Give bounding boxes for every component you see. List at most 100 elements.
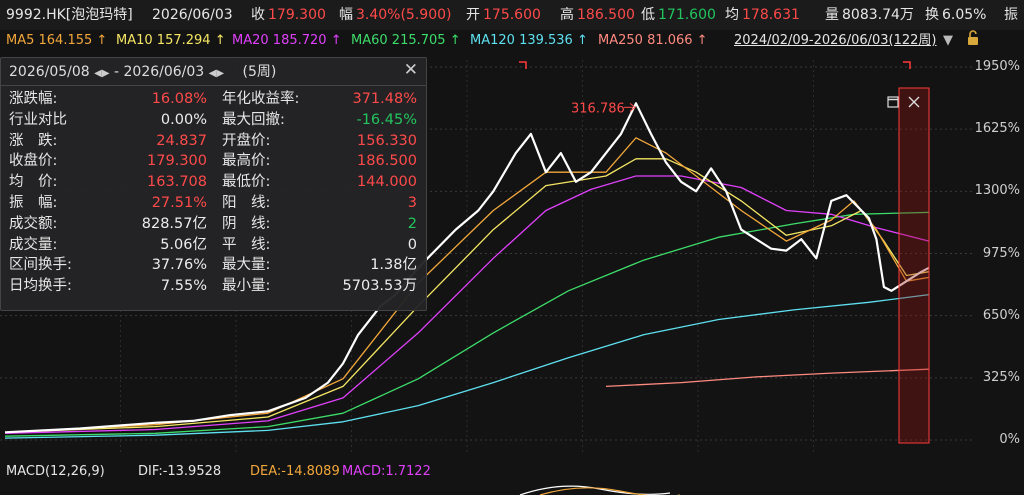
interval-range: 2026/05/08 ◀▶ - 2026/06/03 ◀▶ (5周) (9, 64, 277, 80)
ma-legend-label: MA5 (6, 33, 39, 48)
ma-legend-label: MA10 (116, 33, 157, 48)
macd-preview (519, 485, 680, 495)
stat-label: 收盘价: (9, 153, 58, 170)
y-axis: 1950% 1625% 1300% 975% 650% 325% 0% (950, 0, 1024, 458)
y-tick-label: 1300% (974, 183, 1020, 199)
stat-value: 371.48% (352, 91, 417, 107)
ma-legend-label: MA120 (470, 33, 520, 48)
ma-legend-value: 81.066 ↑ (647, 33, 708, 48)
stat-label: 最高价: (222, 153, 271, 170)
series-line-ma250 (605, 368, 930, 388)
chart-series (4, 102, 930, 439)
stat-label: 最小量: (222, 278, 271, 295)
interval-stats-panel: 2026/05/08 ◀▶ - 2026/06/03 ◀▶ (5周) ✕ 涨跌幅… (0, 57, 427, 311)
series-line-ma120 (4, 293, 930, 439)
open-label: 开 (466, 7, 480, 23)
macd-dea: DEA:-14.8089 (250, 464, 340, 479)
stat-label: 阳 线: (222, 195, 271, 211)
period-count: (5周) (242, 64, 277, 80)
stat-value: 144.000 (357, 174, 417, 191)
stat-value: 179.300 (147, 153, 207, 170)
macd-dif: DIF:-13.9528 (138, 464, 222, 479)
selection-box[interactable] (898, 87, 930, 444)
stat-label: 年化收益率: (222, 91, 300, 107)
ma10-legend: MA10 157.294 ↑ (116, 30, 226, 52)
peak-arrow-head (629, 102, 636, 112)
close-label: 收 (251, 7, 265, 23)
avg-value: 178.631 (742, 7, 800, 23)
stat-value: 1.38亿 (370, 257, 417, 274)
stat-label: 振 幅: (9, 195, 58, 211)
stat-value: 163.708 (147, 174, 207, 191)
y-tick-label: 1625% (974, 121, 1020, 137)
stat-label: 涨 跌: (9, 132, 58, 149)
stat-label: 区间换手: (9, 257, 72, 274)
ma-legend-label: MA60 (351, 33, 392, 48)
stat-value: 37.76% (151, 257, 207, 274)
macd-title[interactable]: MACD(12,26,9) (6, 464, 105, 479)
stat-value: 0 (407, 236, 417, 253)
ma-legend-label: MA250 (598, 33, 648, 48)
stat-value: -16.45% (356, 111, 417, 128)
y-tick-label: 1950% (974, 59, 1020, 74)
ma-legend-value: 164.155 ↑ (38, 33, 108, 48)
amplitude-label: 振 (1004, 7, 1018, 23)
open-value: 175.600 (483, 7, 541, 23)
series-line-ma20 (4, 175, 930, 434)
stat-value: 27.51% (151, 195, 207, 211)
stat-label: 开盘价: (222, 132, 271, 149)
macd-legend: MACD(12,26,9) DIF:-13.9528 DEA:-14.8089 … (0, 461, 1024, 483)
ma-legend-label: MA20 (232, 33, 273, 48)
volume-label: 量 (825, 7, 839, 23)
avg-label: 均 (725, 7, 739, 23)
ma-legend-value: 157.294 ↑ (156, 33, 226, 48)
stat-value: 0.00% (160, 111, 207, 128)
chart-markers: 316.786 (571, 101, 636, 116)
ma250-legend: MA250 81.066 ↑ (598, 30, 708, 52)
range-end-marker (903, 61, 911, 69)
stat-label: 日均换手: (9, 278, 72, 295)
ma5-legend: MA5 164.155 ↑ (6, 30, 107, 52)
range-end-date[interactable]: 2026/06/03 (123, 64, 205, 80)
close-value: 179.300 (268, 7, 326, 23)
ma60-legend: MA60 215.705 ↑ (351, 30, 461, 52)
lock-icon[interactable] (966, 29, 980, 55)
stat-label: 平 线: (222, 236, 271, 253)
stat-label: 最大回撤: (222, 111, 285, 128)
price-chart[interactable]: 316.786 (0, 52, 1024, 458)
quote-header: 9992.HK[泡泡玛特] 2026/06/03 收 179.300 幅 3.4… (0, 0, 1024, 30)
ma-legend: MA5 164.155 ↑ MA10 157.294 ↑ MA20 185.72… (0, 30, 1024, 52)
stat-label: 最低价: (222, 174, 271, 191)
y-tick-label: 325% (982, 369, 1020, 385)
y-tick-label: 0% (999, 432, 1020, 447)
stat-label: 成交量: (9, 236, 58, 253)
ma120-legend: MA120 139.536 ↑ (470, 30, 588, 52)
range-start-date[interactable]: 2026/05/08 (9, 64, 90, 80)
stat-value: 5.06亿 (160, 236, 207, 253)
ma-legend-value: 215.705 ↑ (391, 33, 461, 48)
low-label: 低 (641, 7, 655, 23)
stock-code[interactable]: 9992.HK[泡泡玛特] (6, 7, 133, 23)
stat-value: 186.500 (357, 153, 417, 170)
maximize-icon[interactable] (887, 96, 899, 108)
range-start-marker (519, 61, 527, 69)
step-arrows-icon[interactable]: ◀▶ (208, 68, 225, 79)
period-range[interactable]: 2024/02/09-2026/06/03(122周) (734, 33, 937, 48)
close-icon[interactable]: ✕ (403, 60, 418, 80)
ma20-legend: MA20 185.720 ↑ (232, 30, 342, 52)
stat-value: 2 (407, 215, 417, 232)
y-tick-label: 975% (982, 245, 1020, 261)
dropdown-triangle-icon[interactable]: ▼ (943, 33, 953, 48)
stat-label: 行业对比 (9, 111, 67, 128)
volume-value: 8083.74万 (842, 7, 914, 23)
stat-value: 156.330 (357, 132, 417, 149)
close-selection-icon[interactable] (908, 96, 920, 108)
stat-label: 成交额: (9, 215, 58, 232)
turnover-label: 换 (925, 7, 939, 23)
quote-date: 2026/06/03 (152, 7, 233, 23)
step-arrows-icon[interactable]: ◀▶ (94, 68, 110, 79)
stat-value: 7.55% (160, 278, 207, 295)
stat-value: 16.08% (151, 91, 207, 107)
stat-value: 24.837 (156, 132, 207, 149)
turnover-value: 6.05% (942, 7, 987, 23)
